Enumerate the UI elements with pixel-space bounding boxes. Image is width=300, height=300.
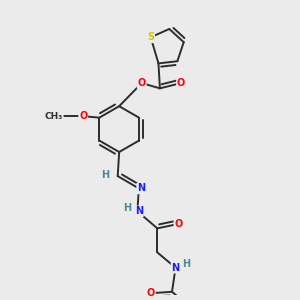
Text: O: O bbox=[174, 219, 183, 229]
Text: N: N bbox=[137, 183, 145, 194]
Text: CH₃: CH₃ bbox=[44, 112, 63, 121]
Text: N: N bbox=[135, 206, 143, 216]
Text: O: O bbox=[138, 78, 146, 88]
Text: O: O bbox=[79, 111, 87, 121]
Text: H: H bbox=[123, 203, 131, 213]
Text: H: H bbox=[101, 169, 110, 180]
Text: S: S bbox=[147, 32, 154, 42]
Text: O: O bbox=[177, 78, 185, 88]
Text: O: O bbox=[147, 288, 155, 298]
Text: N: N bbox=[172, 263, 180, 273]
Text: H: H bbox=[182, 259, 190, 269]
